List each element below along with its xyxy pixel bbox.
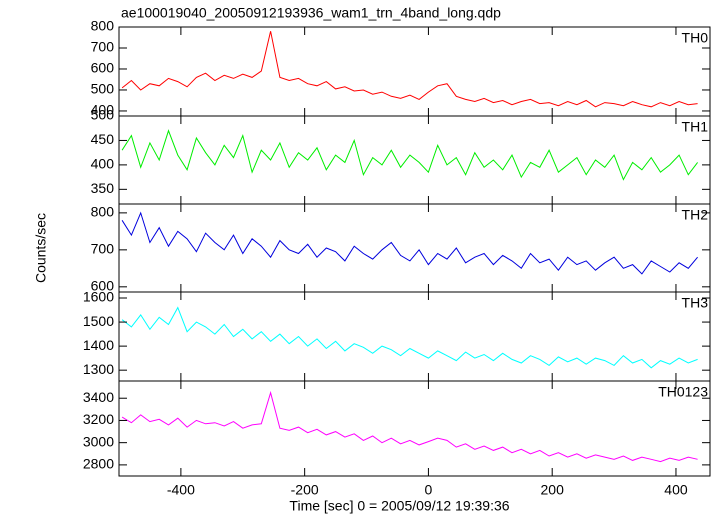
y-tick-label: 700 [91, 39, 115, 55]
y-tick-label: 400 [91, 102, 115, 118]
y-tick-label: 350 [91, 180, 115, 196]
light-curve [121, 31, 698, 108]
y-tick-label: 500 [91, 81, 115, 97]
y-tick-label: 1600 [83, 289, 114, 305]
y-tick-label: 800 [91, 204, 115, 220]
panel-frame [118, 115, 711, 205]
x-tick-label: -200 [291, 482, 319, 498]
light-curve [121, 306, 698, 369]
y-tick-label: 600 [91, 60, 115, 76]
panel-label: TH0 [682, 30, 709, 46]
x-tick-label: -400 [167, 482, 195, 498]
panel-frame [118, 26, 711, 117]
y-tick-label: 3400 [83, 389, 114, 405]
y-tick-label: 700 [91, 241, 115, 257]
y-tick-label: 1500 [83, 313, 114, 329]
panel-label: TH3 [682, 295, 709, 311]
panel-label: TH2 [682, 207, 709, 223]
panel-frame [118, 203, 711, 293]
y-tick-label: 500 [91, 107, 115, 123]
y-tick-label: 3000 [83, 433, 114, 449]
y-tick-label: 450 [91, 131, 115, 147]
y-tick-label: 3200 [83, 411, 114, 427]
y-axis-label: Counts/sec [33, 213, 49, 283]
x-axis-label: Time [sec] 0 = 2005/09/12 19:39:36 [289, 498, 509, 514]
panel-frame [118, 291, 711, 382]
panel-label: TH0123 [658, 384, 708, 400]
panel-label: TH1 [682, 119, 709, 135]
light-curve [121, 129, 698, 181]
y-tick-label: 800 [91, 18, 115, 34]
y-tick-label: 600 [91, 278, 115, 294]
x-tick-label: 0 [425, 482, 433, 498]
y-tick-label: 1300 [83, 361, 114, 377]
chart-title: ae100019040_20050912193936_wam1_trn_4ban… [121, 5, 501, 21]
y-tick-label: 400 [91, 156, 115, 172]
x-tick-label: 200 [541, 482, 565, 498]
light-curve [121, 390, 698, 463]
panel-frame [118, 380, 711, 477]
x-tick-label: 400 [664, 482, 688, 498]
y-tick-label: 2800 [83, 456, 114, 472]
y-tick-label: 1400 [83, 337, 114, 353]
light-curve [121, 211, 698, 275]
